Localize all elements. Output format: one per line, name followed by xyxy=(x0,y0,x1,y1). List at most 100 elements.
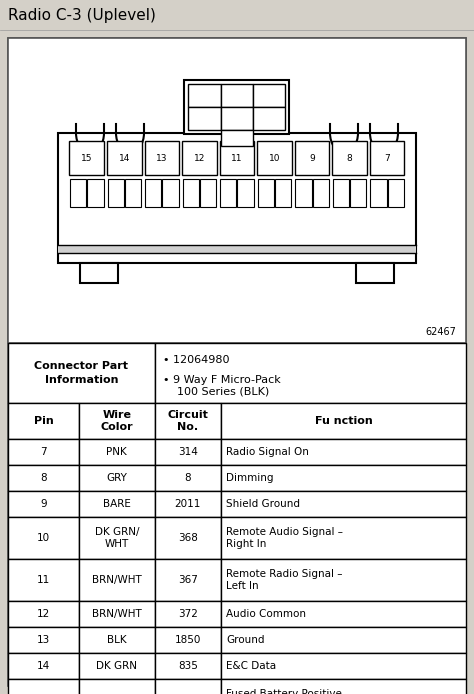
Bar xyxy=(221,517,466,559)
Bar xyxy=(221,465,466,491)
Bar xyxy=(107,141,142,175)
Text: 2011: 2011 xyxy=(174,499,201,509)
Text: Shield Ground: Shield Ground xyxy=(226,499,300,509)
Bar xyxy=(184,80,290,134)
Text: 62467: 62467 xyxy=(425,327,456,337)
Bar xyxy=(8,679,79,694)
Bar xyxy=(221,107,253,130)
Bar xyxy=(189,84,221,107)
Text: • 12064980: • 12064980 xyxy=(163,355,229,365)
Bar xyxy=(79,491,155,517)
Bar xyxy=(258,179,274,207)
Bar xyxy=(155,403,221,439)
Bar xyxy=(79,559,155,601)
Bar xyxy=(295,141,329,175)
Text: 314: 314 xyxy=(178,447,198,457)
Bar xyxy=(79,465,155,491)
Bar xyxy=(8,627,79,653)
Bar xyxy=(8,653,79,679)
Bar xyxy=(221,601,466,627)
Text: 7: 7 xyxy=(384,153,390,162)
Bar xyxy=(313,179,329,207)
Bar xyxy=(221,627,466,653)
Bar xyxy=(388,179,404,207)
Text: E&C Data: E&C Data xyxy=(226,661,276,671)
Bar xyxy=(155,653,221,679)
Bar xyxy=(8,491,79,517)
Text: 10: 10 xyxy=(269,153,280,162)
Text: Remote Audio Signal –
Right In: Remote Audio Signal – Right In xyxy=(226,527,343,549)
Bar xyxy=(79,439,155,465)
Bar xyxy=(155,343,466,403)
Bar xyxy=(155,517,221,559)
Text: BRN/WHT: BRN/WHT xyxy=(92,609,142,619)
Bar xyxy=(70,141,104,175)
Text: 8: 8 xyxy=(40,473,47,483)
Bar xyxy=(79,601,155,627)
Bar xyxy=(108,179,124,207)
Bar xyxy=(8,403,79,439)
Bar xyxy=(155,679,221,694)
Bar xyxy=(182,141,217,175)
Bar xyxy=(221,653,466,679)
Text: PNK: PNK xyxy=(106,447,127,457)
Bar xyxy=(332,141,367,175)
Bar xyxy=(350,179,366,207)
Bar xyxy=(221,84,253,107)
Text: Wire
Color: Wire Color xyxy=(100,410,133,432)
Bar xyxy=(125,179,141,207)
Bar xyxy=(79,517,155,559)
Text: Pin: Pin xyxy=(34,416,54,426)
Bar xyxy=(275,179,292,207)
Text: 11: 11 xyxy=(231,153,243,162)
Text: Ground: Ground xyxy=(226,635,264,645)
Bar xyxy=(221,679,466,694)
Bar xyxy=(8,517,79,559)
Text: GRY: GRY xyxy=(106,473,127,483)
Bar xyxy=(8,343,155,403)
Bar xyxy=(155,465,221,491)
Bar xyxy=(8,601,79,627)
Text: Audio Common: Audio Common xyxy=(226,609,306,619)
Text: 7: 7 xyxy=(40,447,47,457)
Text: BARE: BARE xyxy=(103,499,131,509)
Bar xyxy=(87,179,103,207)
Text: 12: 12 xyxy=(194,153,205,162)
Bar xyxy=(182,179,199,207)
Bar xyxy=(145,141,179,175)
Text: 15: 15 xyxy=(81,153,92,162)
Text: Circuit
No.: Circuit No. xyxy=(167,410,208,432)
Bar xyxy=(8,465,79,491)
Bar xyxy=(80,263,118,283)
Bar xyxy=(253,107,285,130)
Bar xyxy=(155,627,221,653)
Text: 9: 9 xyxy=(309,153,315,162)
Bar xyxy=(79,653,155,679)
Bar xyxy=(8,559,79,601)
Bar xyxy=(70,179,86,207)
Text: 1850: 1850 xyxy=(174,635,201,645)
Text: 9: 9 xyxy=(40,499,47,509)
Text: 11: 11 xyxy=(37,575,50,585)
Bar xyxy=(79,403,155,439)
Bar xyxy=(221,130,253,146)
Text: 8: 8 xyxy=(347,153,353,162)
Text: 372: 372 xyxy=(178,609,198,619)
Text: 8: 8 xyxy=(184,473,191,483)
Bar xyxy=(220,141,254,175)
Text: 10: 10 xyxy=(37,533,50,543)
Bar xyxy=(221,439,466,465)
Bar xyxy=(295,179,311,207)
Text: 367: 367 xyxy=(178,575,198,585)
Text: Fused Battery Positive
Voltage: Fused Battery Positive Voltage xyxy=(226,689,342,694)
Bar xyxy=(189,107,221,130)
Text: BRN/WHT: BRN/WHT xyxy=(92,575,142,585)
Bar xyxy=(163,179,179,207)
Text: DK GRN: DK GRN xyxy=(96,661,137,671)
Bar xyxy=(371,179,387,207)
Bar xyxy=(145,179,161,207)
Text: Radio Signal On: Radio Signal On xyxy=(226,447,309,457)
Text: Remote Radio Signal –
Left In: Remote Radio Signal – Left In xyxy=(226,569,343,591)
Bar xyxy=(221,403,466,439)
Text: 100 Series (BLK): 100 Series (BLK) xyxy=(176,386,269,396)
